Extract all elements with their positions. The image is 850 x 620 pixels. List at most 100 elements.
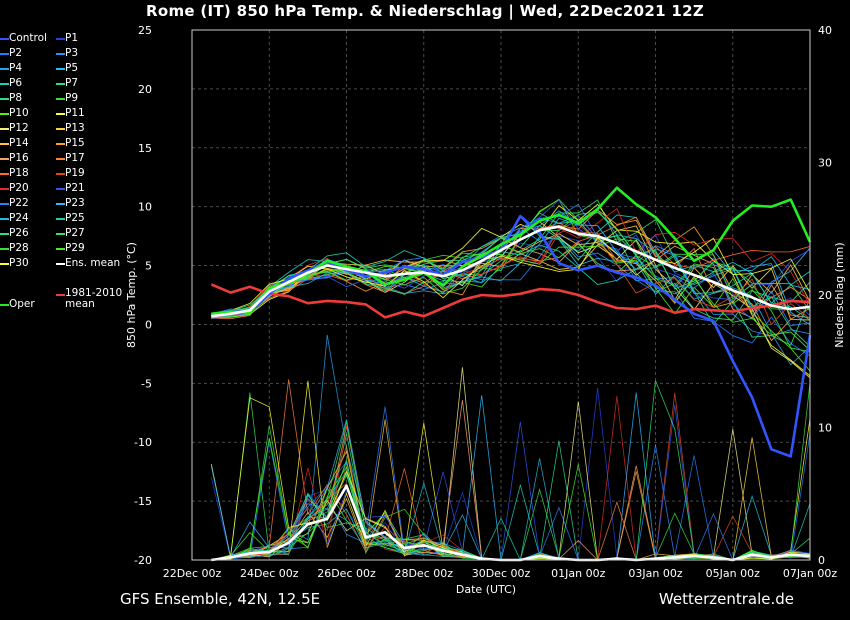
y-tick-label: 5 (145, 260, 152, 273)
member-temp-line (211, 198, 811, 372)
legend-swatch (56, 113, 65, 115)
y2-tick-label: 0 (818, 554, 825, 567)
legend-swatch (56, 98, 65, 100)
legend-label: P11 (65, 107, 85, 119)
legend-label: P10 (9, 107, 29, 119)
legend-label: P14 (9, 137, 29, 149)
legend-swatch (56, 38, 65, 40)
legend-swatch (0, 233, 9, 235)
legend-swatch (56, 143, 65, 145)
y-tick-label: -5 (141, 377, 152, 390)
legend-swatch (0, 83, 9, 85)
control-line (210, 214, 812, 458)
legend-swatch (56, 128, 65, 130)
plot-frame (191, 29, 811, 561)
legend-label: P19 (65, 167, 85, 179)
legend-swatch (56, 68, 65, 70)
x-tick-label: 22Dec 00z (163, 567, 222, 580)
legend-label: P3 (65, 47, 79, 59)
y2-axis-ticks: 40 30 20 10 0 (818, 24, 832, 567)
legend-label: P7 (65, 77, 79, 89)
legend-label: P12 (9, 122, 29, 134)
y-axis-ticks: 25 20 15 10 5 0 -5 -10 -15 -20 (134, 24, 152, 567)
legend: Control P1 P2 P3 P4 P5 P6 P7 P8 P9 P10 P11 P12 P13 P14… (0, 32, 135, 322)
ens-mean-line (211, 225, 811, 318)
main-series-lines (210, 186, 812, 562)
legend-swatch (0, 158, 9, 160)
y-tick-label: 25 (138, 24, 152, 37)
chart-title: Rome (IT) 850 hPa Temp. & Niederschlag |… (145, 2, 705, 20)
legend-swatch (0, 304, 9, 306)
legend-label: P4 (9, 62, 23, 74)
legend-swatch (0, 98, 9, 100)
member-temp-line (211, 236, 811, 315)
legend-swatch (56, 263, 65, 265)
x-axis-label: Date (UTC) (456, 583, 516, 596)
member-precip-line (211, 492, 811, 561)
legend-swatch (0, 203, 9, 205)
1981-2010-mean-line (210, 283, 811, 319)
legend-label: P2 (9, 47, 23, 59)
x-tick-label: 05Jan 00z (706, 567, 760, 580)
y-tick-label: -10 (134, 436, 152, 449)
y2-tick-label: 10 (818, 422, 832, 435)
legend-label: Oper (9, 298, 35, 310)
y2-axis-label: Niederschlag (mm) (833, 242, 846, 347)
legend-swatch (56, 158, 65, 160)
member-precip-line (210, 392, 811, 561)
legend-label: P27 (65, 227, 85, 239)
x-tick-label: 30Dec 00z (472, 567, 531, 580)
legend-label: P17 (65, 152, 85, 164)
y-tick-label: -20 (134, 554, 152, 567)
legend-swatch (56, 173, 65, 175)
legend-label: P13 (65, 122, 85, 134)
legend-swatch (56, 218, 65, 220)
legend-label: P9 (65, 92, 79, 104)
legend-swatch (0, 143, 9, 145)
x-tick-label: 07Jan 00z (783, 567, 837, 580)
source-link[interactable]: Wetterzentrale.de (658, 590, 794, 608)
member-precip-line (211, 470, 811, 561)
legend-label: Control (9, 32, 47, 44)
legend-swatch (0, 218, 9, 220)
x-tick-label: 24Dec 00z (240, 567, 299, 580)
legend-swatch (0, 53, 9, 55)
y-tick-label: 0 (145, 318, 152, 331)
y-tick-label: 15 (138, 142, 152, 155)
member-temp-line (211, 222, 811, 319)
y-tick-label: 10 (138, 201, 152, 214)
legend-label: P16 (9, 152, 29, 164)
legend-swatch (0, 173, 9, 175)
legend-label: P30 (9, 257, 29, 269)
x-tick-label: 26Dec 00z (317, 567, 376, 580)
legend-swatch (56, 53, 65, 55)
legend-label: P24 (9, 212, 29, 224)
legend-swatch (0, 188, 9, 190)
legend-label: Ens. mean (65, 257, 121, 269)
legend-swatch (56, 83, 65, 85)
legend-label: P18 (9, 167, 29, 179)
legend-swatch (56, 188, 65, 190)
member-precip-line (211, 406, 811, 561)
legend-swatch (56, 233, 65, 235)
member-precip-line (211, 392, 811, 561)
legend-swatch (56, 248, 65, 250)
legend-label: P28 (9, 242, 29, 254)
model-info: GFS Ensemble, 42N, 12.5E (120, 590, 321, 608)
legend-swatch (0, 248, 9, 250)
legend-swatch (0, 128, 9, 130)
legend-label: P6 (9, 77, 23, 89)
legend-label: P23 (65, 197, 85, 209)
legend-label: P22 (9, 197, 29, 209)
ensemble-member-lines (210, 198, 811, 561)
x-tick-label: 28Dec 00z (394, 567, 453, 580)
legend-label: P21 (65, 182, 85, 194)
legend-label: 1981-2010 mean (65, 287, 123, 310)
legend-label: P29 (65, 242, 85, 254)
legend-label: P8 (9, 92, 23, 104)
legend-label: P20 (9, 182, 29, 194)
member-precip-line (211, 405, 811, 561)
y-tick-label: -15 (134, 495, 152, 508)
x-tick-label: 01Jan 00z (551, 567, 605, 580)
legend-label: P1 (65, 32, 79, 44)
